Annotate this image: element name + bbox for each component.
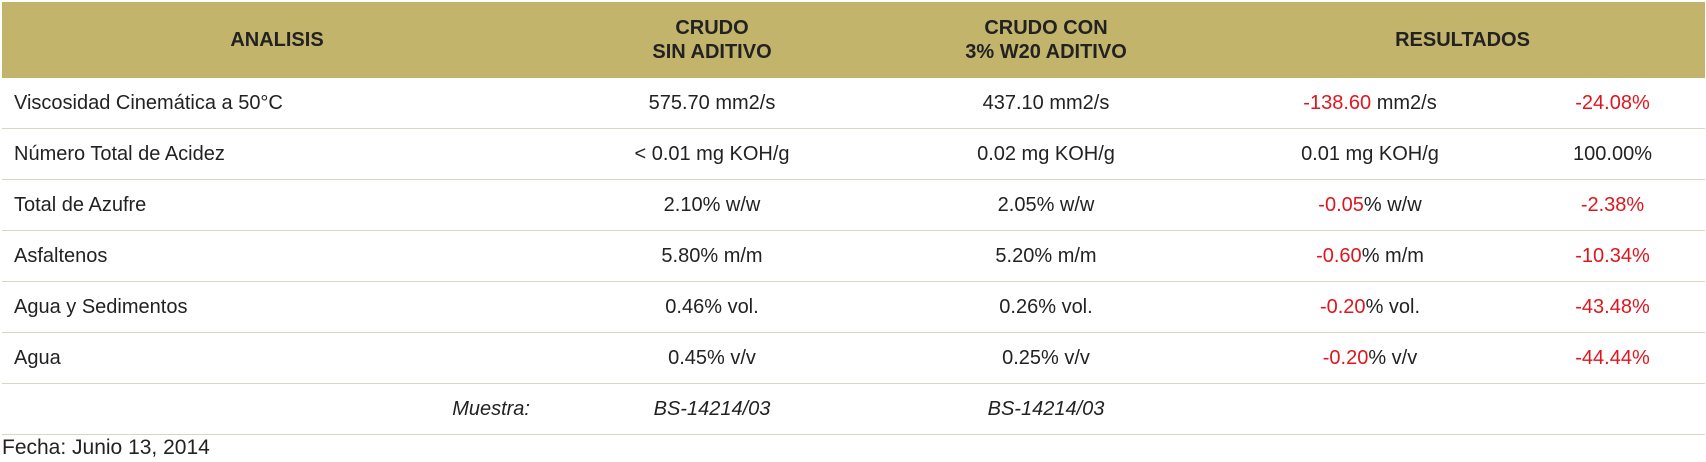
row-result-percent: 100.00% (1520, 128, 1706, 180)
result-unit: % v/v (1368, 346, 1418, 369)
header-resultados: RESULTADOS (1220, 2, 1706, 78)
header-analisis: ANALISIS (2, 2, 552, 78)
row-aditivo-value: 437.10 mm2/s (872, 78, 1220, 129)
sample-aditivo: BS-14214/03 (872, 383, 1220, 435)
row-crudo-value: 575.70 mm2/s (552, 78, 872, 129)
result-unit: % m/m (1361, 244, 1424, 267)
sample-row: Muestra: BS-14214/03 BS-14214/03 (2, 383, 1706, 435)
analysis-table: ANALISIS CRUDO SIN ADITIVO CRUDO CON 3% … (2, 2, 1706, 435)
report-date: Fecha: Junio 13, 2014 (2, 436, 210, 459)
row-label: Agua (2, 332, 552, 384)
result-number: 0.01 (1301, 142, 1340, 165)
result-number: -0.20 (1319, 295, 1366, 318)
row-label: Asfaltenos (2, 230, 552, 282)
row-crudo-value: 0.45% v/v (552, 332, 872, 384)
header-crudo-line2: SIN ADITIVO (652, 41, 772, 63)
row-aditivo-value: 0.26% vol. (872, 281, 1220, 333)
header-aditivo: CRUDO CON 3% W20 ADITIVO (872, 2, 1220, 78)
row-result-percent: -2.38% (1520, 179, 1706, 231)
sample-empty-pct (1520, 383, 1706, 435)
row-crudo-value: 2.10% w/w (552, 179, 872, 231)
row-result-percent: -44.44% (1520, 332, 1706, 384)
row-aditivo-value: 2.05% w/w (872, 179, 1220, 231)
table-row: Agua y Sedimentos 0.46% vol. 0.26% vol. -0.… (2, 281, 1706, 333)
row-aditivo-value: 5.20% m/m (872, 230, 1220, 282)
row-result-percent: -10.34% (1520, 230, 1706, 282)
sample-empty-result (1220, 383, 1520, 435)
row-aditivo-value: 0.25% v/v (872, 332, 1220, 384)
row-label: Agua y Sedimentos (2, 281, 552, 333)
result-unit: % w/w (1363, 193, 1422, 216)
row-result-value: 0.01 mg KOH/g (1220, 128, 1520, 180)
result-number: -0.20 (1322, 346, 1369, 369)
row-result-value: -0.60% m/m (1220, 230, 1520, 282)
row-label: Total de Azufre (2, 179, 552, 231)
row-crudo-value: 0.46% vol. (552, 281, 872, 333)
row-label: Número Total de Acidez (2, 128, 552, 180)
header-crudo: CRUDO SIN ADITIVO (552, 2, 872, 78)
result-number: -0.05 (1318, 193, 1364, 216)
header-crudo-line1: CRUDO (675, 17, 749, 39)
result-number: -0.60 (1316, 244, 1362, 267)
table-row: Agua 0.45% v/v 0.25% v/v -0.20% v/v -44.44% (2, 332, 1706, 384)
result-number: -138.60 (1303, 91, 1372, 114)
row-result-value: -0.20% vol. (1220, 281, 1520, 333)
table-row: Viscosidad Cinemática a 50°C 575.70 mm2/s… (2, 78, 1706, 129)
row-aditivo-value: 0.02 mg KOH/g (872, 128, 1220, 180)
table-header-row: ANALISIS CRUDO SIN ADITIVO CRUDO CON 3% … (2, 2, 1706, 78)
row-result-value: -0.05% w/w (1220, 179, 1520, 231)
result-unit: mg KOH/g (1340, 142, 1439, 165)
header-aditivo-line1: CRUDO CON (984, 17, 1108, 39)
sample-crudo: BS-14214/03 (552, 383, 872, 435)
analysis-table-container: ANALISIS CRUDO SIN ADITIVO CRUDO CON 3% … (2, 2, 1706, 435)
table-row: Número Total de Acidez < 0.01 mg KOH/g 0.0… (2, 128, 1706, 180)
table-row: Total de Azufre 2.10% w/w 2.05% w/w -0.05% … (2, 179, 1706, 231)
row-result-percent: -24.08% (1520, 78, 1706, 129)
row-crudo-value: < 0.01 mg KOH/g (552, 128, 872, 180)
row-crudo-value: 5.80% m/m (552, 230, 872, 282)
row-result-percent: -43.48% (1520, 281, 1706, 333)
header-aditivo-line2: 3% W20 ADITIVO (965, 41, 1127, 63)
result-unit: % vol. (1365, 295, 1421, 318)
sample-label: Muestra: (2, 383, 552, 435)
row-result-value: -0.20% v/v (1220, 332, 1520, 384)
result-unit: mm2/s (1371, 91, 1437, 114)
row-label: Viscosidad Cinemática a 50°C (2, 78, 552, 129)
table-row: Asfaltenos 5.80% m/m 5.20% m/m -0.60% m/m -1… (2, 230, 1706, 282)
row-result-value: -138.60 mm2/s (1220, 78, 1520, 129)
